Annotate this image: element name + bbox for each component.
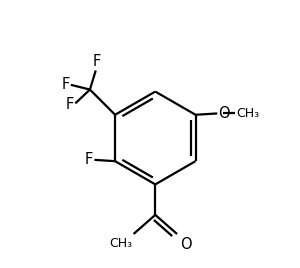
Text: F: F [61,77,70,92]
Text: CH₃: CH₃ [109,237,132,250]
Text: CH₃: CH₃ [236,107,259,120]
Text: F: F [93,54,101,69]
Text: F: F [66,97,74,112]
Text: O: O [180,237,191,252]
Text: O: O [218,106,230,121]
Text: F: F [85,152,93,167]
